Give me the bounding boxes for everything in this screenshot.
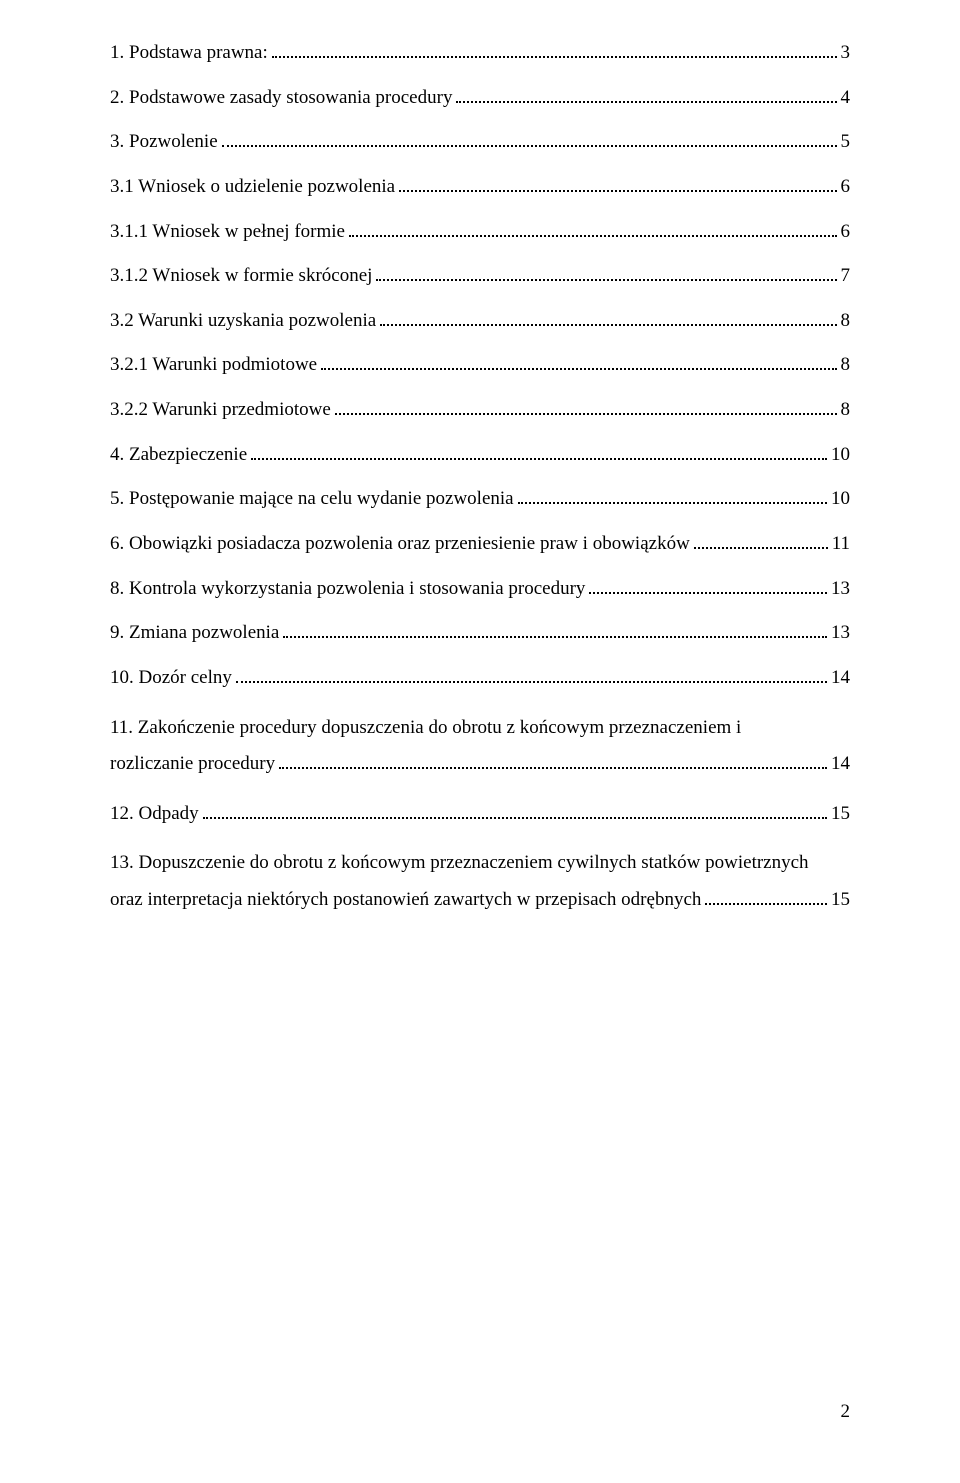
toc-entry: 4. Zabezpieczenie 10 xyxy=(110,442,850,468)
page-number: 2 xyxy=(841,1401,851,1423)
toc-entry-page: 6 xyxy=(841,174,851,200)
toc-entry: 5. Postępowanie mające na celu wydanie p… xyxy=(110,486,850,512)
toc-entry-page: 15 xyxy=(831,801,850,827)
toc-leader-dots xyxy=(272,56,837,58)
toc-entry-text: 5. Postępowanie mające na celu wydanie p… xyxy=(110,486,514,512)
toc-entry-page: 6 xyxy=(841,219,851,245)
toc-entry: 9. Zmiana pozwolenia 13 xyxy=(110,620,850,646)
toc-entry-text: 10. Dozór celny xyxy=(110,665,232,691)
toc-leader-dots xyxy=(589,592,827,594)
toc-entry-page: 13 xyxy=(831,620,850,646)
toc-entry: 3.1 Wniosek o udzielenie pozwolenia 6 xyxy=(110,174,850,200)
toc-entry-text: oraz interpretacja niektórych postanowie… xyxy=(110,882,701,918)
toc-leader-dots xyxy=(349,235,837,237)
toc-entry-page: 8 xyxy=(841,397,851,423)
toc-entry-page: 14 xyxy=(831,665,850,691)
toc-entry-text: rozliczanie procedury xyxy=(110,746,275,782)
toc-leader-dots xyxy=(279,767,827,769)
toc-entry-text: 3.1 Wniosek o udzielenie pozwolenia xyxy=(110,174,395,200)
toc-leader-dots xyxy=(335,413,837,415)
toc-entry-page: 7 xyxy=(841,263,851,289)
toc-leader-dots xyxy=(321,368,836,370)
toc-entry-page: 11 xyxy=(832,531,850,557)
toc-entry-page: 3 xyxy=(841,40,851,66)
toc-entry: 2. Podstawowe zasady stosowania procedur… xyxy=(110,85,850,111)
toc-entry: 3. Pozwolenie 5 xyxy=(110,129,850,155)
toc-entry: 3.1.2 Wniosek w formie skróconej 7 xyxy=(110,263,850,289)
toc-entry-page: 14 xyxy=(831,746,850,782)
toc-entry-text: 8. Kontrola wykorzystania pozwolenia i s… xyxy=(110,576,585,602)
toc-entry: 3.2 Warunki uzyskania pozwolenia 8 xyxy=(110,308,850,334)
toc-entry-text: 3.2 Warunki uzyskania pozwolenia xyxy=(110,308,376,334)
toc-entry-page: 15 xyxy=(831,882,850,918)
toc-entry: 3.1.1 Wniosek w pełnej formie 6 xyxy=(110,219,850,245)
toc-entry-text: 3.2.1 Warunki podmiotowe xyxy=(110,352,317,378)
table-of-contents: 1. Podstawa prawna: 3 2. Podstawowe zasady… xyxy=(110,40,850,918)
toc-entry-text: 6. Obowiązki posiadacza pozwolenia oraz … xyxy=(110,531,690,557)
toc-entry-text: 4. Zabezpieczenie xyxy=(110,442,247,468)
toc-leader-dots xyxy=(399,190,836,192)
document-page: 1. Podstawa prawna: 3 2. Podstawowe zasady… xyxy=(0,0,960,1483)
toc-entry-text: 3.1.2 Wniosek w formie skróconej xyxy=(110,263,372,289)
toc-entry: 3.2.1 Warunki podmiotowe 8 xyxy=(110,352,850,378)
toc-entry-page: 10 xyxy=(831,442,850,468)
toc-entry-text: 2. Podstawowe zasady stosowania procedur… xyxy=(110,85,452,111)
toc-entry-text: 13. Dopuszczenie do obrotu z końcowym pr… xyxy=(110,845,850,881)
toc-leader-dots xyxy=(283,636,827,638)
toc-entry-page: 8 xyxy=(841,308,851,334)
toc-entry-text: 3. Pozwolenie xyxy=(110,129,218,155)
toc-leader-dots xyxy=(376,279,836,281)
toc-entry-page: 4 xyxy=(841,85,851,111)
toc-entry-text: 11. Zakończenie procedury dopuszczenia d… xyxy=(110,710,850,746)
toc-entry: 8. Kontrola wykorzystania pozwolenia i s… xyxy=(110,576,850,602)
toc-entry: 1. Podstawa prawna: 3 xyxy=(110,40,850,66)
toc-leader-dots xyxy=(694,547,828,549)
toc-leader-dots xyxy=(705,903,827,905)
toc-leader-dots xyxy=(456,101,836,103)
toc-entry: 11. Zakończenie procedury dopuszczenia d… xyxy=(110,710,850,782)
toc-entry: 13. Dopuszczenie do obrotu z końcowym pr… xyxy=(110,845,850,917)
toc-entry: 10. Dozór celny 14 xyxy=(110,665,850,691)
toc-entry-text: 3.1.1 Wniosek w pełnej formie xyxy=(110,219,345,245)
toc-leader-dots xyxy=(236,681,827,683)
toc-leader-dots xyxy=(380,324,836,326)
toc-leader-dots xyxy=(203,817,827,819)
toc-entry-text: 1. Podstawa prawna: xyxy=(110,40,268,66)
toc-entry-text: 3.2.2 Warunki przedmiotowe xyxy=(110,397,331,423)
toc-leader-dots xyxy=(222,145,837,147)
toc-entry: 12. Odpady 15 xyxy=(110,801,850,827)
toc-entry-page: 8 xyxy=(841,352,851,378)
toc-entry-page: 5 xyxy=(841,129,851,155)
toc-entry-text: 9. Zmiana pozwolenia xyxy=(110,620,279,646)
toc-leader-dots xyxy=(251,458,827,460)
toc-entry: 6. Obowiązki posiadacza pozwolenia oraz … xyxy=(110,531,850,557)
toc-entry-text: 12. Odpady xyxy=(110,801,199,827)
toc-entry-page: 13 xyxy=(831,576,850,602)
toc-entry-page: 10 xyxy=(831,486,850,512)
toc-leader-dots xyxy=(518,502,827,504)
toc-entry: 3.2.2 Warunki przedmiotowe 8 xyxy=(110,397,850,423)
